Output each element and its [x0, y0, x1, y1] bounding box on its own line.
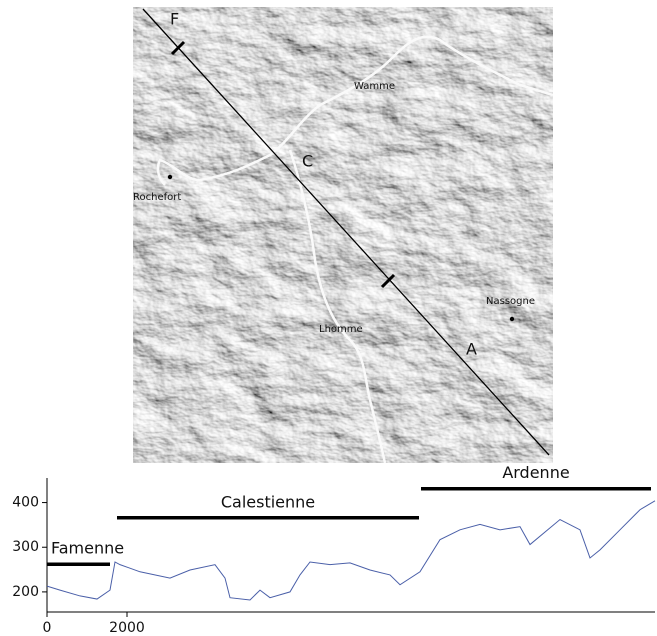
town-dot [510, 317, 514, 321]
map-label: Wamme [354, 81, 395, 92]
y-tick-label: 300 [12, 539, 39, 555]
profile-chart: 200 300 400 0 2000 Famenne Calestienne Ardenne [12, 463, 655, 636]
profile-line [47, 501, 655, 600]
region-label: Ardenne [502, 463, 569, 482]
figure: F C A Wamme Rochefort Lhomme Nassogne 20… [0, 0, 657, 636]
map: F C A Wamme Rochefort Lhomme Nassogne [133, 7, 553, 463]
y-tick-label: 200 [12, 584, 39, 600]
town-dot [168, 175, 172, 179]
region-label: Famenne [51, 539, 124, 558]
region-label: Calestienne [221, 492, 315, 511]
map-label: C [302, 152, 313, 171]
map-label: F [170, 10, 179, 29]
x-tick-label: 0 [43, 620, 52, 636]
x-tick-label: 2000 [109, 620, 145, 636]
map-label: Lhomme [319, 324, 363, 335]
map-label: A [466, 340, 477, 359]
y-tick-label: 400 [12, 495, 39, 511]
map-label: Rochefort [133, 192, 181, 203]
hillshade [133, 7, 553, 463]
map-label: Nassogne [486, 296, 535, 307]
